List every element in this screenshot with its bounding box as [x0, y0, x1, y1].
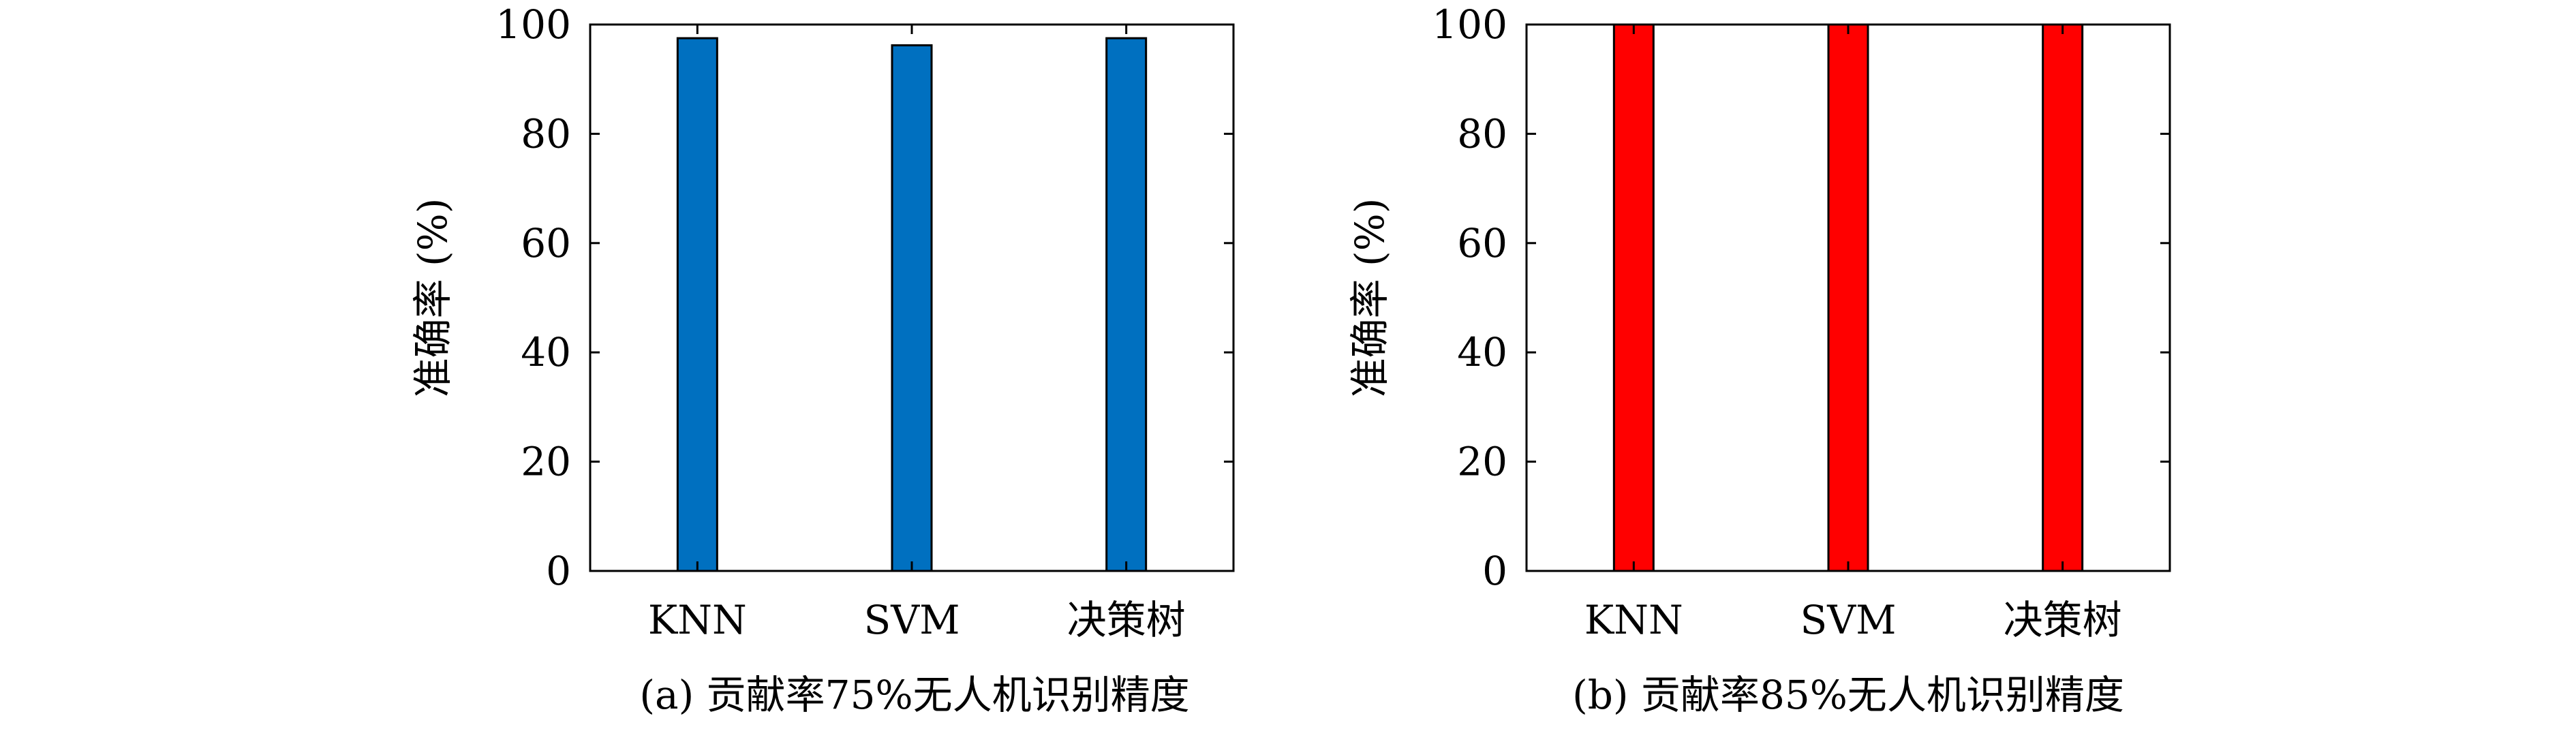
ytick-label-b-5: 100 — [1432, 1, 1507, 48]
bar-a-0 — [676, 37, 718, 572]
ytick-label-a-1: 20 — [521, 439, 571, 485]
bar-b-2 — [2042, 23, 2084, 572]
ytick-label-b-2: 40 — [1457, 329, 1507, 375]
ytick-label-b-1: 20 — [1457, 439, 1507, 485]
ytick-label-b-0: 0 — [1482, 548, 1507, 594]
bar-b-0 — [1612, 23, 1655, 572]
xtick-label-a-1: SVM — [863, 597, 960, 643]
chart-a: 0 20 40 60 80 100 KNN SVM 决策树 准确率 (%) (a) 贡献率75%无人… — [410, 1, 1235, 718]
xtick-label-b-1: SVM — [1800, 597, 1896, 643]
ytick-label-b-4: 80 — [1457, 110, 1507, 157]
ytick-label-a-3: 60 — [521, 220, 571, 266]
ytick-label-a-0: 0 — [546, 548, 571, 594]
ytick-label-a-4: 80 — [521, 110, 571, 157]
y-axis-label-a: 准确率 (%) — [410, 198, 456, 398]
bar-a-2 — [1105, 37, 1148, 572]
xtick-label-b-2: 决策树 — [2004, 597, 2122, 643]
chart-b: 0 20 40 60 80 100 KNN SVM 决策树 准确率 (%) (b) 贡献率85%无人… — [1347, 1, 2171, 718]
bar-a-1 — [891, 44, 933, 572]
caption-a: (a) 贡献率75%无人机识别精度 — [639, 672, 1189, 718]
ytick-label-b-3: 60 — [1457, 220, 1507, 266]
bar-b-1 — [1827, 23, 1869, 572]
y-axis-label-b: 准确率 (%) — [1347, 198, 1393, 398]
xtick-label-b-0: KNN — [1584, 597, 1683, 643]
caption-b: (b) 贡献率85%无人机识别精度 — [1572, 672, 2124, 718]
xtick-label-a-0: KNN — [648, 597, 747, 643]
ytick-label-a-2: 40 — [521, 329, 571, 375]
xtick-label-a-2: 决策树 — [1067, 597, 1186, 643]
ytick-label-a-5: 100 — [495, 1, 571, 48]
